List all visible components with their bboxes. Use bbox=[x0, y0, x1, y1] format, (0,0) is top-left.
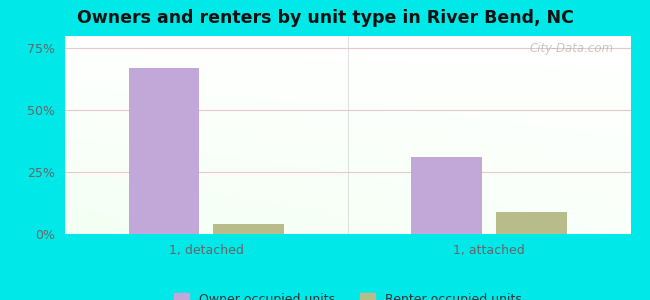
Bar bbox=[129, 68, 200, 234]
Bar bbox=[411, 157, 482, 234]
Text: Owners and renters by unit type in River Bend, NC: Owners and renters by unit type in River… bbox=[77, 9, 573, 27]
Bar bbox=[496, 212, 567, 234]
Text: City-Data.com: City-Data.com bbox=[529, 42, 614, 55]
Bar bbox=[213, 224, 284, 234]
Legend: Owner occupied units, Renter occupied units: Owner occupied units, Renter occupied un… bbox=[169, 288, 526, 300]
